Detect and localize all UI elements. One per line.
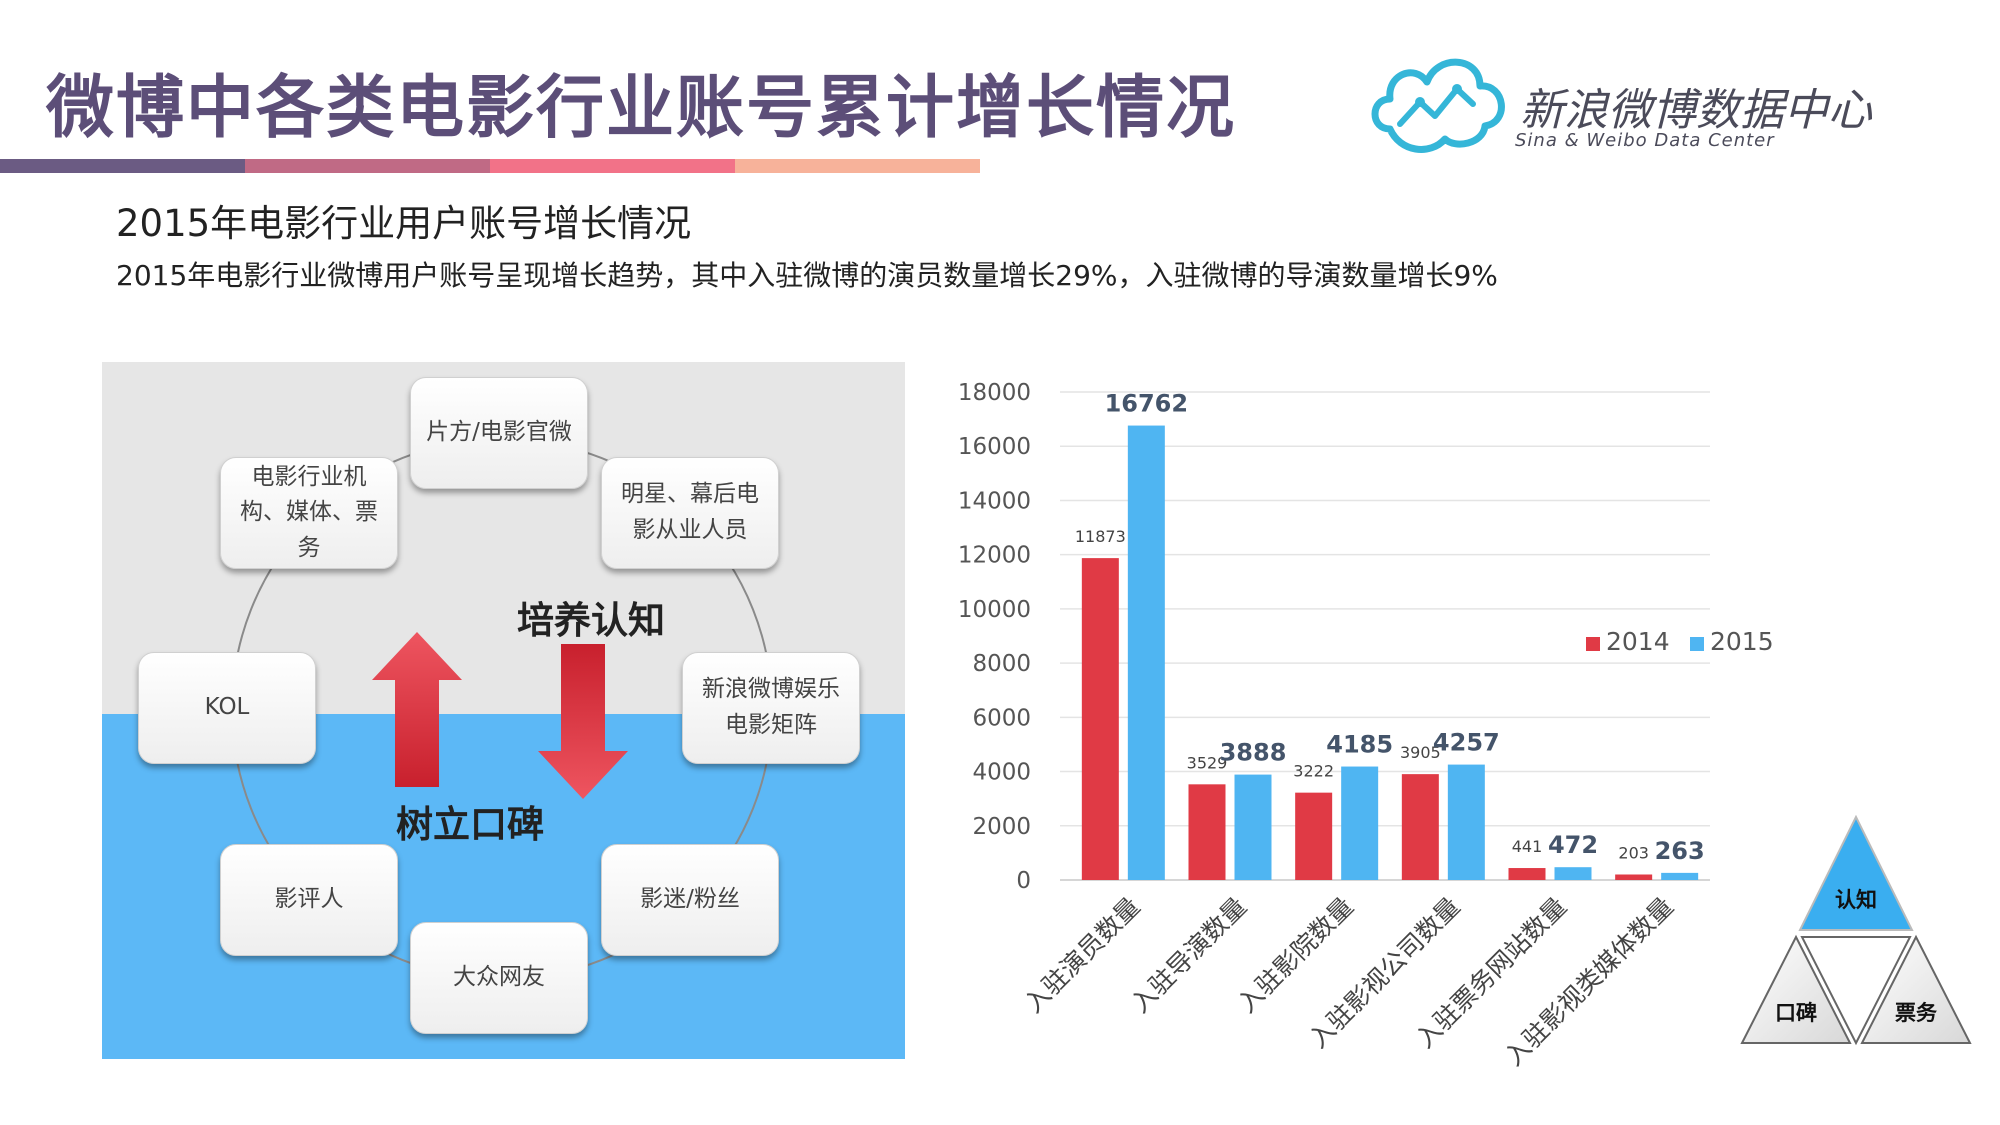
data-label: 203 — [1618, 843, 1649, 862]
data-label: 3888 — [1220, 739, 1287, 767]
bar-2014 — [1615, 874, 1653, 880]
legend-swatch-2015 — [1690, 637, 1704, 651]
section-subtitle: 2015年电影行业用户账号增长情况 — [116, 202, 692, 245]
data-label: 4257 — [1433, 729, 1500, 757]
bar-2014 — [1295, 792, 1333, 880]
data-label: 472 — [1548, 831, 1598, 859]
cloud-chart-icon — [1371, 58, 1505, 153]
data-label: 3529 — [1187, 753, 1228, 772]
title-stripe-3 — [490, 159, 735, 173]
arrow-up-icon — [372, 632, 462, 787]
awareness-pyramid: 认知 口碑 票务 — [1740, 815, 1972, 1046]
legend-label: 2014 — [1606, 627, 1670, 656]
pyramid-middle — [1800, 936, 1912, 1046]
node-stars-crew: 明星、幕后电影从业人员 — [601, 457, 779, 569]
bar-2015 — [1234, 774, 1272, 880]
node-critics: 影评人 — [220, 844, 398, 956]
y-tick-label: 8000 — [972, 651, 1031, 677]
y-tick-label: 18000 — [958, 380, 1031, 406]
data-label: 4185 — [1326, 731, 1393, 759]
bar-2015 — [1447, 764, 1485, 880]
bar-2014 — [1508, 868, 1546, 880]
label-cultivate-awareness: 培养认知 — [517, 599, 665, 642]
title-stripe-1 — [0, 159, 245, 173]
data-label: 441 — [1512, 837, 1543, 856]
bar-2014 — [1188, 784, 1226, 880]
y-tick-label: 16000 — [958, 434, 1031, 460]
title-stripe-4 — [735, 159, 980, 173]
logo-name-en: Sina & Weibo Data Center — [1515, 130, 1775, 151]
y-tick-label: 6000 — [972, 705, 1031, 731]
data-label: 263 — [1655, 837, 1705, 865]
section-description: 2015年电影行业微博用户账号呈现增长趋势，其中入驻微博的演员数量增长29%，入… — [116, 259, 1498, 292]
y-tick-label: 4000 — [972, 760, 1031, 786]
bar-2015 — [1661, 872, 1699, 880]
node-netizens: 大众网友 — [410, 922, 588, 1034]
arrow-down-icon — [538, 644, 628, 799]
title-stripe-2 — [245, 159, 490, 173]
node-kol: KOL — [138, 652, 316, 764]
node-industry-media: 电影行业机构、媒体、票务 — [220, 457, 398, 569]
bar-chart: 0 2000 4000 6000 8000 10000 12000 14000 16000 180… — [958, 380, 1774, 1071]
node-studio-official: 片方/电影官微 — [410, 377, 588, 489]
page-title: 微博中各类电影行业账号累计增长情况 — [46, 69, 1237, 148]
bar-2014 — [1401, 774, 1439, 880]
pyramid-label-awareness: 认知 — [1835, 888, 1877, 912]
data-label: 16762 — [1105, 390, 1189, 418]
pyramid-label-ticketing: 票务 — [1895, 1001, 1938, 1025]
bar-2015 — [1127, 425, 1165, 880]
legend-swatch-2014 — [1586, 637, 1600, 651]
data-label: 3222 — [1293, 762, 1334, 781]
legend-label: 2015 — [1710, 627, 1774, 656]
data-label: 11873 — [1075, 527, 1126, 546]
pyramid-top — [1798, 815, 1914, 931]
pyramid-bottom-left — [1740, 934, 1852, 1044]
ecosystem-diagram: 培养认知 树立口碑 片方/电影官微 明星、幕后电影从业人员 新浪微博娱乐电影矩阵… — [102, 362, 905, 1059]
y-tick-label: 2000 — [972, 814, 1031, 840]
y-tick-label: 0 — [1016, 868, 1031, 894]
node-weibo-matrix: 新浪微博娱乐电影矩阵 — [682, 652, 860, 764]
y-tick-label: 10000 — [958, 597, 1031, 623]
y-tick-label: 12000 — [958, 543, 1031, 569]
logo: 新浪微博数据中心 Sina & Weibo Data Center — [1365, 44, 1955, 164]
bar-2014 — [1081, 558, 1119, 880]
node-fans: 影迷/粉丝 — [601, 844, 779, 956]
bar-2015 — [1341, 766, 1379, 880]
y-tick-label: 14000 — [958, 488, 1031, 514]
label-build-reputation: 树立口碑 — [396, 803, 544, 846]
data-label: 3905 — [1400, 743, 1441, 762]
pyramid-bottom-right — [1860, 934, 1972, 1044]
bar-2015 — [1554, 867, 1592, 880]
pyramid-label-reputation: 口碑 — [1775, 1001, 1817, 1025]
logo-name-cn: 新浪微博数据中心 — [1520, 85, 1872, 136]
